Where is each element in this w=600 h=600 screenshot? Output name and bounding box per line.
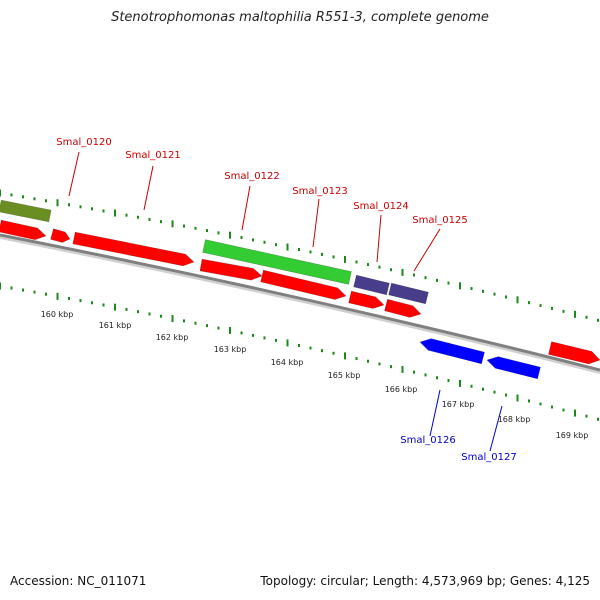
gene-label: Smal_0122 <box>224 171 279 182</box>
scale-label: 162 kbp <box>156 333 189 342</box>
label-leaders <box>68 151 503 452</box>
gene-label: Smal_0126 <box>400 435 455 446</box>
scale-label: 167 kbp <box>442 400 475 409</box>
tick-rings <box>0 189 599 421</box>
forward-cds-arrow <box>199 258 263 281</box>
accession-text: Accession: NC_011071 <box>10 574 147 588</box>
leader-line <box>429 389 441 437</box>
scale-label: 165 kbp <box>328 371 361 380</box>
gene-label: Smal_0120 <box>56 137 111 148</box>
slate-feature-arrow <box>388 282 429 305</box>
leader-line <box>241 185 251 231</box>
green-feature-arrow <box>202 239 352 285</box>
forward-cds-arrow <box>72 231 195 267</box>
leader-line <box>413 228 441 272</box>
reverse-cds-arrow <box>419 338 485 365</box>
scale-label: 164 kbp <box>271 358 304 367</box>
gene-label: Smal_0123 <box>292 186 347 197</box>
leader-line <box>376 214 382 263</box>
slate-feature-arrow <box>353 274 390 296</box>
forward-cds-arrow <box>348 290 385 309</box>
scale-labels: 160 kbp 161 kbp 162 kbp 163 kbp 164 kbp 165 k… <box>41 310 589 440</box>
forward-cds-arrow <box>548 341 600 365</box>
gene-labels: Smal_0120 Smal_0121 Smal_0122 Smal_0123 Smal… <box>56 137 516 463</box>
gene-label: Smal_0124 <box>353 201 408 212</box>
reverse-cds-arrow <box>486 356 541 380</box>
forward-cds-arrow <box>260 269 347 300</box>
features <box>0 199 600 380</box>
forward-cds-arrow <box>50 228 71 243</box>
scale-label: 161 kbp <box>99 321 132 330</box>
gene-label: Smal_0125 <box>412 215 467 226</box>
genome-title: Stenotrophomonas maltophilia R551-3, com… <box>111 10 489 25</box>
scale-label: 163 kbp <box>214 345 247 354</box>
scale-label: 166 kbp <box>385 385 418 394</box>
olive-feature-arrow <box>0 199 52 223</box>
gene-label: Smal_0121 <box>125 150 180 161</box>
leader-line <box>312 198 320 248</box>
gene-label: Smal_0127 <box>461 452 516 463</box>
leader-line <box>143 165 154 211</box>
forward-cds-arrow <box>0 219 47 241</box>
scale-label: 168 kbp <box>498 415 531 424</box>
forward-cds-arrow <box>384 298 422 318</box>
topology-text: Topology: circular; Length: 4,573,969 bp… <box>260 574 590 588</box>
leader-line <box>489 405 503 452</box>
scale-label: 160 kbp <box>41 310 74 319</box>
leader-line <box>68 151 80 197</box>
scale-label: 169 kbp <box>556 431 589 440</box>
backbone-shadow <box>0 235 600 374</box>
backbone <box>0 233 600 372</box>
